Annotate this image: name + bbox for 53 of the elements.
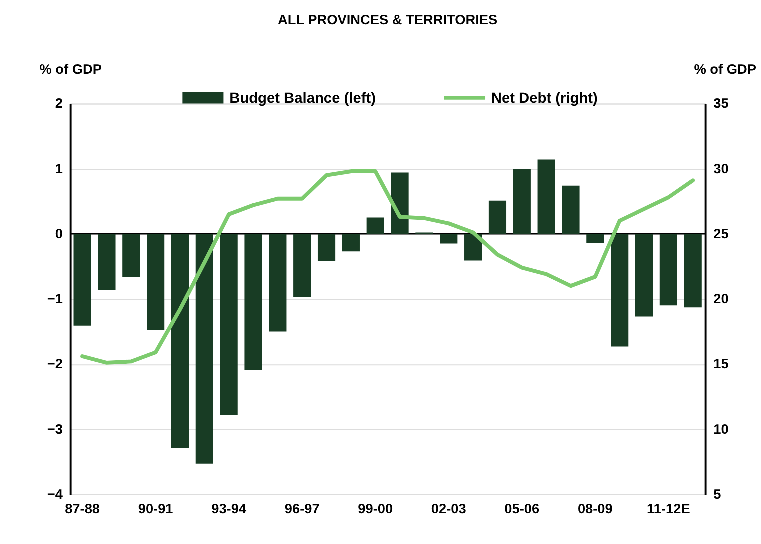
y2-tick-label: 10 — [714, 422, 730, 437]
y2-tick-label: 15 — [714, 356, 730, 372]
x-tick-label: 02-03 — [431, 502, 467, 517]
y2-tick-label: 5 — [714, 486, 722, 502]
bar — [513, 170, 531, 234]
bar — [147, 234, 165, 330]
y-tick-label: −3 — [47, 422, 64, 437]
legend-label: Budget Balance (left) — [230, 90, 376, 107]
y-tick-label: 0 — [55, 226, 64, 242]
y-tick-label: −2 — [47, 356, 64, 372]
bar — [635, 234, 654, 317]
bar — [611, 234, 629, 347]
y2-tick-label: 20 — [714, 292, 730, 307]
bar — [294, 234, 312, 298]
y2-axis-title: % of GDP — [694, 62, 756, 77]
y-tick-label: 2 — [55, 96, 64, 112]
x-tick-label: 87-88 — [65, 502, 100, 517]
chart-title: ALL PROVINCES & TERRITORIES — [278, 12, 498, 28]
y-tick-label: −1 — [47, 292, 64, 307]
y2-tick-label: 35 — [714, 96, 730, 112]
legend-label: Net Debt (right) — [491, 90, 598, 107]
bar — [562, 186, 580, 234]
x-tick-label: 93-94 — [212, 502, 247, 517]
bar — [269, 234, 287, 332]
y-tick-label: 1 — [55, 161, 64, 176]
bar — [171, 234, 190, 448]
bar — [440, 234, 458, 244]
x-tick-label: 99-00 — [358, 502, 394, 517]
y-tick-label: −4 — [47, 486, 64, 502]
bar — [244, 234, 262, 370]
bar — [538, 160, 556, 234]
bar — [366, 218, 384, 234]
bar — [196, 234, 214, 464]
bar — [586, 234, 604, 244]
x-tick-label: 08-09 — [578, 502, 614, 517]
bar — [122, 234, 140, 278]
x-tick-label: 96-97 — [284, 502, 320, 517]
bar — [318, 234, 336, 262]
bar — [342, 234, 360, 252]
bar — [464, 234, 482, 261]
x-tick-label: 05-06 — [504, 502, 540, 517]
bar — [684, 234, 702, 308]
y2-tick-label: 30 — [714, 161, 730, 176]
bar — [74, 234, 92, 326]
y-axis-title: % of GDP — [40, 62, 102, 77]
bar — [98, 234, 116, 290]
y2-tick-label: 25 — [714, 226, 730, 242]
bar — [660, 234, 678, 306]
line-series — [80, 170, 696, 365]
bar — [220, 234, 238, 416]
bar — [488, 200, 507, 234]
x-tick-label: 90-91 — [138, 502, 174, 517]
x-tick-label: 11-12E — [647, 502, 690, 517]
